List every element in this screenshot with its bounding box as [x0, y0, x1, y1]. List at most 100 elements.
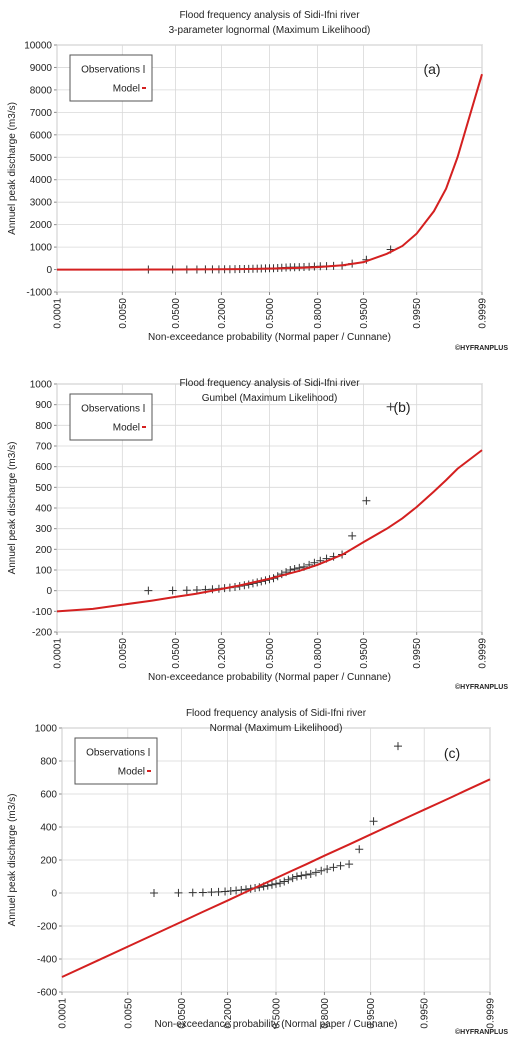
y-tick-label: -1000	[26, 288, 52, 299]
observation-marker	[284, 875, 293, 884]
observation-marker	[144, 586, 153, 595]
observation-marker	[369, 817, 378, 826]
observation-marker	[393, 742, 402, 751]
chart-panel: -1000 0 1000 2000 3000 4000 5000 6000 7000 8000 90…	[7, 10, 508, 352]
x-tick-label: 0.8000	[313, 298, 324, 329]
legend-label: Model	[118, 767, 145, 778]
legend-box	[74, 737, 158, 785]
legend-box	[69, 393, 153, 441]
y-tick-label: 400	[35, 504, 52, 515]
x-tick-label: 0.0500	[177, 998, 188, 1029]
observation-marker	[336, 861, 345, 870]
y-tick-label: 9000	[30, 63, 53, 74]
model-line	[61, 778, 491, 978]
x-tick-label: 0.0500	[171, 298, 182, 329]
observation-marker	[237, 886, 246, 895]
x-tick-label: 0.2000	[223, 998, 234, 1029]
y-tick-label: 5000	[30, 153, 53, 164]
y-tick-label: -200	[37, 922, 57, 933]
y-tick-label: 3000	[30, 198, 53, 209]
x-tick-label: 0.2000	[217, 298, 228, 329]
observation-marker	[174, 888, 183, 897]
y-tick-label: 600	[35, 462, 52, 473]
x-tick-label: 0.8000	[320, 998, 331, 1029]
y-tick-label: 800	[35, 421, 52, 432]
y-tick-label: 300	[35, 524, 52, 535]
observation-marker	[362, 496, 371, 505]
model-line	[56, 449, 483, 613]
observation-marker	[188, 888, 197, 897]
y-tick-label: -400	[37, 955, 57, 966]
observation-marker	[276, 879, 285, 888]
y-tick-label: 600	[40, 790, 57, 801]
legend-label: Model	[113, 423, 140, 434]
observation-marker	[168, 586, 177, 595]
y-tick-label: 700	[35, 442, 52, 453]
observation-marker	[317, 866, 326, 875]
x-tick-label: 0.9500	[366, 998, 377, 1029]
y-tick-label: 100	[35, 566, 52, 577]
observation-marker	[302, 870, 311, 879]
observation-marker	[150, 889, 159, 897]
credit: ©HYFRANPLUS	[455, 1028, 508, 1036]
y-tick-label: 7000	[30, 108, 53, 119]
x-tick-label: 0.0050	[118, 298, 129, 329]
x-tick-label: 0.0001	[53, 638, 64, 669]
observation-marker	[329, 863, 338, 872]
x-tick-label: 0.0500	[171, 638, 182, 669]
x-tick-label: 0.5000	[265, 298, 276, 329]
x-tick-label: 0.2000	[217, 638, 228, 669]
y-tick-label: 1000	[30, 243, 53, 254]
observation-marker	[182, 586, 191, 595]
x-tick-label: 0.9950	[420, 998, 431, 1029]
credit: ©HYFRANPLUS	[455, 683, 508, 691]
y-tick-label: 0	[46, 586, 52, 597]
x-tick-label: 0.8000	[313, 638, 324, 669]
observation-marker	[323, 865, 332, 874]
observation-marker	[272, 879, 280, 888]
observation-marker	[207, 888, 216, 897]
chart-panel: -200 -100 0 100 200 300 400 500 600 700 800 900 1000…	[7, 378, 508, 691]
x-tick-label: 0.9999	[478, 638, 489, 669]
y-tick-label: 500	[35, 483, 52, 494]
y-tick-label: 0	[46, 265, 52, 276]
observation-marker	[355, 845, 364, 854]
y-tick-label: -600	[37, 988, 57, 999]
x-axis-label: Non-exceedance probability (Normal paper…	[148, 332, 391, 343]
chart-subtitle: Gumbel (Maximum Likelihood)	[202, 393, 338, 404]
y-tick-label: 1000	[35, 724, 58, 735]
legend-label: Observations	[81, 404, 140, 415]
y-tick-label: 200	[35, 545, 52, 556]
chart-title: Flood frequency analysis of Sidi-Ifni ri…	[186, 708, 367, 719]
chart-title: Flood frequency analysis of Sidi-Ifni ri…	[179, 10, 360, 21]
legend-label: Observations	[81, 65, 140, 76]
legend-label: Observations	[86, 748, 145, 759]
y-tick-label: 8000	[30, 85, 53, 96]
chart-panel: -600 -400 -200 0 200 400 600 800 1000 0.0001 0.005…	[7, 708, 508, 1036]
x-tick-label: 0.9500	[359, 638, 370, 669]
legend-box	[69, 54, 153, 102]
y-tick-label: 4000	[30, 175, 53, 186]
observation-marker	[345, 860, 354, 869]
x-tick-label: 0.0001	[58, 998, 69, 1029]
y-tick-label: 800	[40, 757, 57, 768]
observation-marker	[348, 531, 357, 540]
credit: ©HYFRANPLUS	[455, 344, 508, 352]
x-tick-label: 0.0001	[53, 298, 64, 329]
model-line	[56, 73, 483, 271]
x-tick-label: 0.9999	[486, 998, 497, 1029]
y-axis-label: Annuel peak discharge (m3/s)	[7, 102, 18, 235]
x-tick-label: 0.9999	[478, 298, 489, 329]
y-axis-label: Annuel peak discharge (m3/s)	[7, 794, 18, 927]
panel-label: (c)	[444, 745, 460, 761]
observation-marker	[292, 872, 301, 881]
observation-marker	[386, 402, 395, 411]
chart-title: Flood frequency analysis of Sidi-Ifni ri…	[179, 378, 360, 389]
x-tick-label: 0.9950	[412, 298, 423, 329]
x-axis-label: Non-exceedance probability (Normal paper…	[148, 672, 391, 683]
y-tick-label: -200	[32, 628, 52, 639]
y-tick-label: -100	[32, 607, 52, 618]
y-tick-label: 0	[51, 889, 57, 900]
